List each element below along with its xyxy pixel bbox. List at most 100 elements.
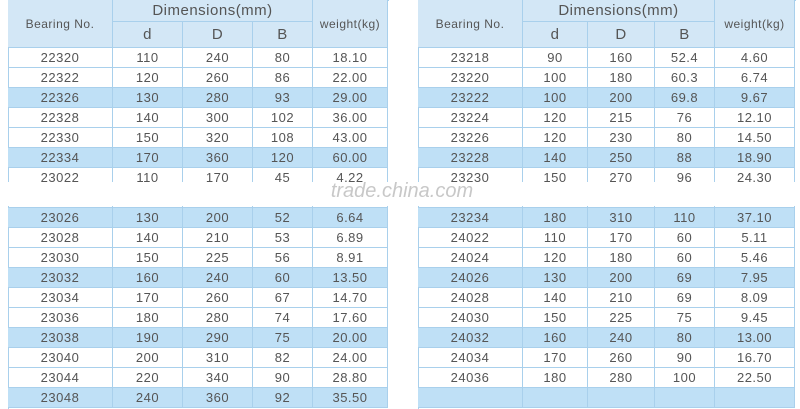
table-cell: 9.45 <box>715 308 795 328</box>
table-cell: 60.3 <box>655 68 715 88</box>
table-cell: 24.00 <box>313 348 388 368</box>
table-cell: 240 <box>113 388 183 408</box>
table-cell: 23044 <box>8 368 113 388</box>
table-cell: 23224 <box>418 108 523 128</box>
table-cell: 170 <box>113 288 183 308</box>
table-cell: 170 <box>113 148 183 168</box>
table-cell: 75 <box>253 328 313 348</box>
table-cell: 260 <box>183 288 253 308</box>
table-cell: 280 <box>588 368 655 388</box>
table-cell: 60.00 <box>313 148 388 168</box>
table-cell: 130 <box>113 88 183 108</box>
table-cell: 18.90 <box>715 148 795 168</box>
table-cell: 80 <box>655 128 715 148</box>
table-cell: 8.91 <box>313 248 388 268</box>
table-cell: 23220 <box>418 68 523 88</box>
table-cell: 290 <box>183 328 253 348</box>
table-cell: 18.10 <box>313 48 388 68</box>
table-cell: 24034 <box>418 348 523 368</box>
table-cell: 140 <box>523 148 588 168</box>
table-cell: 240 <box>183 48 253 68</box>
table-cell: 93 <box>253 88 313 108</box>
table-cell: 100 <box>655 368 715 388</box>
table-cell: 53 <box>253 228 313 248</box>
table-cell: 52 <box>253 208 313 228</box>
table-cell: 24022 <box>418 228 523 248</box>
watermark-band <box>8 182 389 206</box>
table-cell: 20.00 <box>313 328 388 348</box>
table-cell: 4.60 <box>715 48 795 68</box>
table-cell: 60 <box>655 228 715 248</box>
table-cell: 23036 <box>8 308 113 328</box>
table-cell: 7.95 <box>715 268 795 288</box>
table-cell: 92 <box>253 388 313 408</box>
table-cell: 200 <box>588 268 655 288</box>
table-cell: 6.64 <box>313 208 388 228</box>
table-cell: 23030 <box>8 248 113 268</box>
table-cell: 120 <box>523 248 588 268</box>
table-cell: 150 <box>523 308 588 328</box>
table-cell: 56 <box>253 248 313 268</box>
header-cell: D <box>588 22 655 48</box>
header-cell: Dimensions(mm) <box>113 0 313 22</box>
empty-cell <box>715 388 795 408</box>
table-cell: 69 <box>655 288 715 308</box>
table-cell: 280 <box>183 308 253 328</box>
table-cell: 120 <box>253 148 313 168</box>
table-cell: 22326 <box>8 88 113 108</box>
table-cell: 110 <box>523 228 588 248</box>
table-cell: 120 <box>523 108 588 128</box>
table-cell: 180 <box>588 248 655 268</box>
header-cell: weight(kg) <box>313 0 388 48</box>
table-cell: 190 <box>113 328 183 348</box>
table-cell: 23032 <box>8 268 113 288</box>
table-cell: 22328 <box>8 108 113 128</box>
table-cell: 310 <box>183 348 253 368</box>
table-cell: 180 <box>113 308 183 328</box>
table-cell: 100 <box>523 68 588 88</box>
table-cell: 23028 <box>8 228 113 248</box>
watermark-band <box>418 182 796 206</box>
table-cell: 14.70 <box>313 288 388 308</box>
table-cell: 24032 <box>418 328 523 348</box>
table-cell: 16.70 <box>715 348 795 368</box>
table-cell: 360 <box>183 388 253 408</box>
table-cell: 200 <box>183 208 253 228</box>
table-cell: 29.00 <box>313 88 388 108</box>
table-cell: 37.10 <box>715 208 795 228</box>
table-cell: 180 <box>523 368 588 388</box>
header-cell: d <box>113 22 183 48</box>
table-cell: 240 <box>183 268 253 288</box>
table-cell: 82 <box>253 348 313 368</box>
header-cell: B <box>655 22 715 48</box>
table-cell: 23226 <box>418 128 523 148</box>
table-cell: 35.50 <box>313 388 388 408</box>
header-cell: Dimensions(mm) <box>523 0 715 22</box>
table-cell: 130 <box>523 268 588 288</box>
table-cell: 102 <box>253 108 313 128</box>
table-cell: 17.60 <box>313 308 388 328</box>
table-cell: 170 <box>523 348 588 368</box>
table-cell: 60 <box>655 248 715 268</box>
header-cell: d <box>523 22 588 48</box>
table-cell: 23228 <box>418 148 523 168</box>
table-cell: 9.67 <box>715 88 795 108</box>
table-cell: 86 <box>253 68 313 88</box>
table-cell: 108 <box>253 128 313 148</box>
table-cell: 60 <box>253 268 313 288</box>
table-cell: 23038 <box>8 328 113 348</box>
table-cell: 22322 <box>8 68 113 88</box>
table-cell: 160 <box>523 328 588 348</box>
table-cell: 310 <box>588 208 655 228</box>
header-cell: Bearing No. <box>418 0 523 48</box>
watermark: trade.china.com <box>330 180 474 202</box>
table-cell: 24036 <box>418 368 523 388</box>
table-cell: 23234 <box>418 208 523 228</box>
table-cell: 100 <box>523 88 588 108</box>
table-cell: 180 <box>588 68 655 88</box>
table-cell: 120 <box>113 68 183 88</box>
table-cell: 13.00 <box>715 328 795 348</box>
table-cell: 260 <box>183 68 253 88</box>
table-cell: 22.50 <box>715 368 795 388</box>
